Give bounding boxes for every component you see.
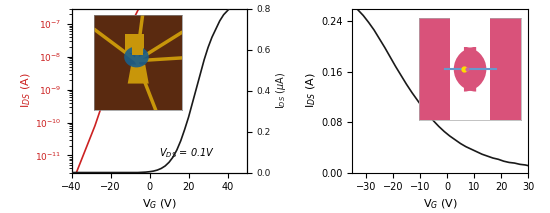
Y-axis label: I$_{DS}$ ($\mu$A): I$_{DS}$ ($\mu$A) bbox=[274, 72, 288, 109]
Y-axis label: I$_{DS}$ (A): I$_{DS}$ (A) bbox=[19, 73, 32, 108]
X-axis label: V$_G$ (V): V$_G$ (V) bbox=[142, 198, 177, 212]
Y-axis label: I$_{DS}$ (A): I$_{DS}$ (A) bbox=[305, 73, 318, 108]
Text: V$_{DS}$ = 0.1V: V$_{DS}$ = 0.1V bbox=[160, 146, 215, 160]
X-axis label: V$_G$ (V): V$_G$ (V) bbox=[423, 198, 458, 212]
